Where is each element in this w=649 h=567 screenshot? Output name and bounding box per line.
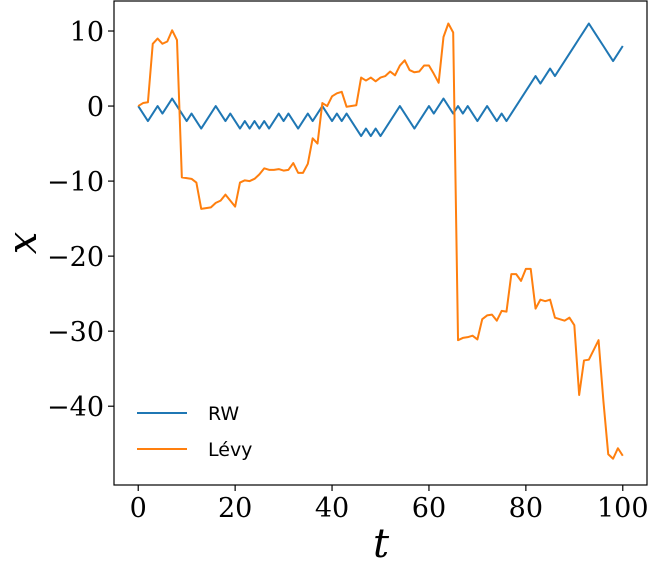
y-tick-label: −10: [47, 167, 104, 198]
legend: RW Lévy: [126, 394, 262, 474]
x-axis-ticks: 0 20 40 60 80 100: [130, 485, 649, 524]
y-tick-label: −20: [47, 242, 104, 273]
series-line-levy: [137, 22, 624, 460]
y-axis-ticks: 10 0 −10 −20 −30 −40: [47, 17, 114, 423]
y-tick-label: −40: [47, 392, 104, 423]
plot-frame: [113, 0, 648, 486]
y-tick-label: 0: [87, 92, 104, 123]
legend-label-rw: RW: [208, 403, 239, 425]
x-tick-label: 60: [412, 493, 446, 524]
y-tick-label: 10: [70, 17, 104, 48]
x-tick-label: 40: [315, 493, 349, 524]
series-line-rw: [137, 22, 624, 138]
y-axis-label: x: [0, 232, 46, 255]
x-tick-label: 100: [597, 493, 649, 524]
x-tick-label: 20: [218, 493, 252, 524]
x-tick-label: 0: [130, 493, 147, 524]
y-tick-label: −30: [47, 317, 104, 348]
legend-label-levy: Lévy: [208, 439, 252, 461]
x-tick-label: 80: [509, 493, 543, 524]
x-axis-label: t: [373, 521, 390, 567]
series-layer: [137, 22, 624, 460]
legend-frame: [126, 394, 262, 474]
